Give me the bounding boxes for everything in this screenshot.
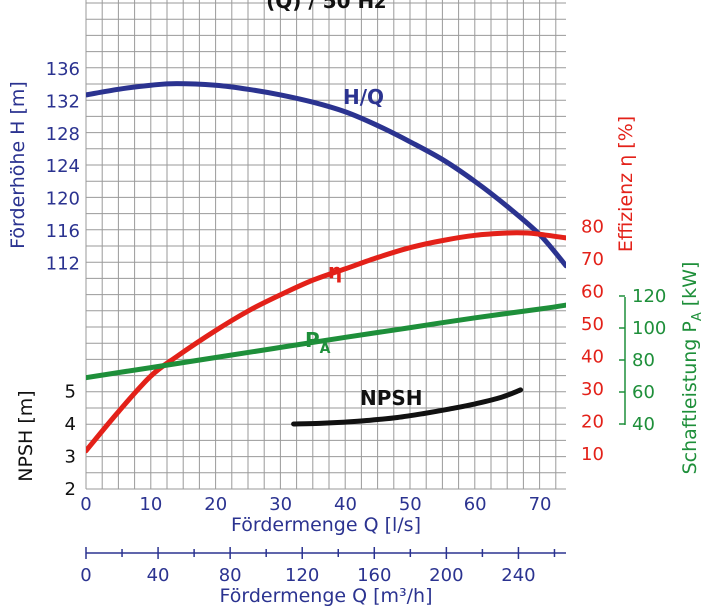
power-tick-label: 100 <box>632 318 666 339</box>
head-tick-label: 132 <box>46 91 80 112</box>
efficiency-tick-label: 30 <box>581 379 604 400</box>
efficiency-tick-label: 10 <box>581 444 604 465</box>
npsh-tick-label: 3 <box>65 447 76 468</box>
npsh-tick-label: 5 <box>65 382 76 403</box>
efficiency-tick-label: 80 <box>581 217 604 238</box>
head-tick-label: 128 <box>46 124 80 145</box>
head-tick-label: 136 <box>46 59 80 80</box>
power-axis-title: Schaftleistung PA [kW] <box>679 262 702 475</box>
power-tick-label: 60 <box>632 382 655 403</box>
power-tick-label: 40 <box>632 414 655 435</box>
efficiency-tick-label: 50 <box>581 314 604 335</box>
curves: H/Q η NPSH PA <box>86 81 566 454</box>
secondary-x-tick-label: 200 <box>429 565 463 586</box>
curve-p <box>86 302 566 381</box>
hq-curve-label: H/Q <box>343 85 384 109</box>
curve-group <box>86 81 566 454</box>
secondary-x-tick-label: 120 <box>285 565 319 586</box>
secondary-x-axis-title: Fördermenge Q [m³/h] <box>220 585 433 607</box>
x-tick-label: 50 <box>399 494 422 515</box>
x-tick-label: 20 <box>204 494 227 515</box>
npsh-tick-label: 2 <box>65 479 76 500</box>
secondary-x-tick-label: 80 <box>219 565 242 586</box>
efficiency-axis-title: Effizienz η [%] <box>615 116 637 252</box>
curve-h-q <box>86 81 566 269</box>
chart-title-fragment: (Q) / 50 Hz <box>266 0 386 13</box>
chart-grid <box>85 0 566 490</box>
x-tick-label: 30 <box>269 494 292 515</box>
power-tick-label: 120 <box>632 286 666 307</box>
efficiency-tick-label: 40 <box>581 347 604 368</box>
efficiency-tick-label: 60 <box>581 282 604 303</box>
curve-eta <box>86 230 566 454</box>
secondary-x-tick-label: 160 <box>357 565 391 586</box>
secondary-x-tick-label: 40 <box>147 565 170 586</box>
head-tick-label: 116 <box>46 221 80 242</box>
x-tick-label: 10 <box>139 494 162 515</box>
npsh-axis-title: NPSH [m] <box>15 390 37 481</box>
head-axis-title: Förderhöhe H [m] <box>7 81 29 249</box>
head-tick-label: 124 <box>46 156 80 177</box>
x-axis-title: Fördermenge Q [l/s] <box>231 514 421 536</box>
npsh-tick-label: 4 <box>65 414 76 435</box>
npsh-curve-label: NPSH <box>360 386 423 410</box>
x-tick-label: 40 <box>334 494 357 515</box>
head-tick-label: 112 <box>46 253 80 274</box>
power-tick-label: 80 <box>632 350 655 371</box>
curve-npsh <box>291 387 524 427</box>
x-tick-label: 70 <box>529 494 552 515</box>
secondary-x-tick-label: 240 <box>501 565 535 586</box>
efficiency-tick-label: 20 <box>581 412 604 433</box>
efficiency-tick-label: 70 <box>581 249 604 270</box>
x-tick-label: 0 <box>80 494 91 515</box>
eta-curve-label: η <box>328 259 342 283</box>
tick-labels: 1121161201241281321361020304050607080406… <box>46 59 667 586</box>
head-tick-label: 120 <box>46 189 80 210</box>
secondary-x-tick-label: 0 <box>80 565 91 586</box>
pa-curve-label: PA <box>305 328 331 357</box>
x-tick-label: 60 <box>464 494 487 515</box>
